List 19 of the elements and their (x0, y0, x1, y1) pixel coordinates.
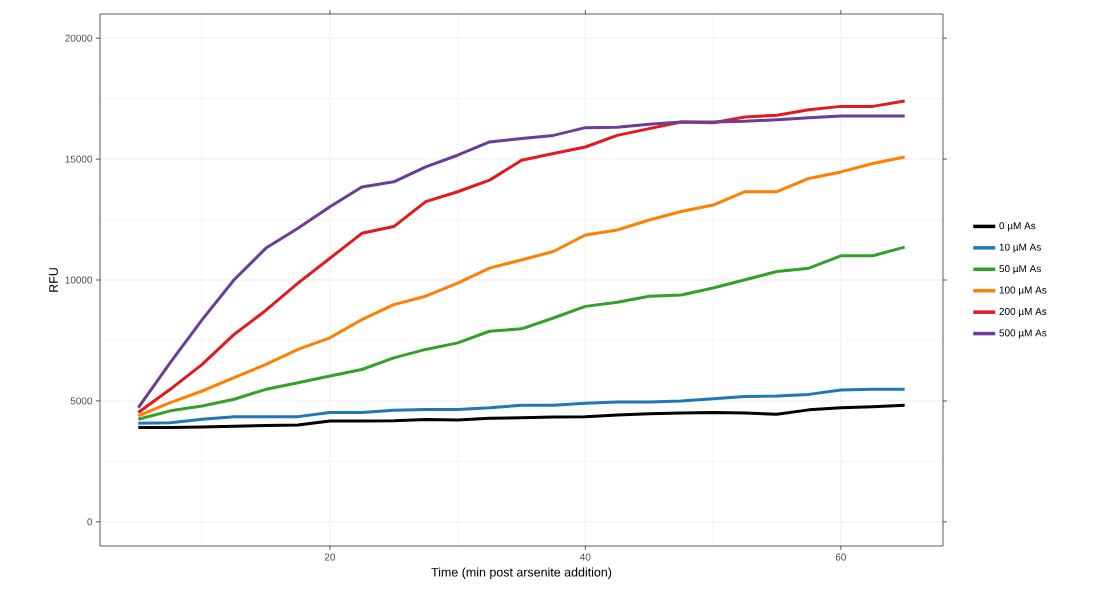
x-tick-label: 60 (835, 553, 846, 561)
line-series (136, 245, 907, 421)
x-axis-title: Time (min post arsenite addition) (431, 567, 612, 580)
y-tick-label: 15000 (65, 155, 93, 163)
y-axis-title: RFU (49, 268, 58, 292)
y-tick-label: 20000 (65, 34, 93, 42)
line-series (136, 403, 907, 430)
line-series (136, 155, 907, 418)
legend-label: 10 µM As (999, 243, 1041, 253)
x-tick-label: 20 (324, 553, 336, 561)
legend-label: 200 µM As (999, 307, 1047, 317)
x-tick-label: 40 (580, 553, 591, 561)
legend-label: 100 µM As (999, 286, 1047, 296)
legend-label: 500 µM As (999, 329, 1047, 339)
y-tick-label: 0 (87, 518, 93, 526)
legend-label: 50 µM As (999, 265, 1041, 275)
legend-label: 0 µM As (999, 222, 1036, 232)
y-tick-label: 5000 (70, 397, 93, 405)
y-tick-label: 10000 (65, 276, 93, 284)
